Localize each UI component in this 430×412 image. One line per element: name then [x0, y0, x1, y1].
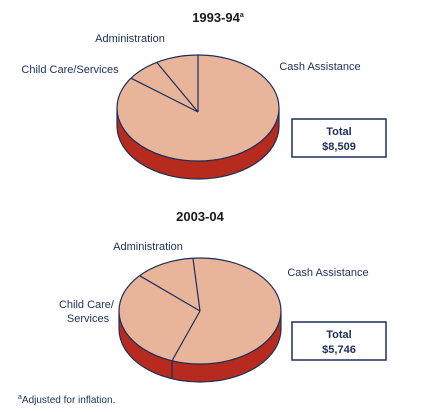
- slice-child-care-services: [130, 77, 199, 113]
- slice-cash-assistance: [192, 258, 201, 312]
- total-box-1993-94: Total $8,509: [291, 118, 387, 158]
- chart-title-1993-94: 1993-94a: [192, 10, 244, 25]
- slice-label-administration: Administration: [95, 33, 165, 45]
- pie-2003-04: [118, 257, 282, 383]
- slice-label-child-care-line-1: Child Care/: [59, 299, 115, 311]
- total-label: Total: [326, 329, 351, 341]
- total-value: $5,746: [322, 344, 356, 356]
- total-box-2003-04: Total $5,746: [291, 321, 387, 361]
- total-box-frame: [291, 321, 387, 361]
- total-label: Total: [326, 126, 351, 138]
- chart-1993-94: 1993-94a Administration Child Care/Servi…: [21, 10, 387, 180]
- chart-2003-04: 2003-04 Administration Child Care/ Servi…: [59, 209, 387, 383]
- chart-title-2003-04: 2003-04: [176, 209, 224, 224]
- slice-label-cash-assistance: Cash Assistance: [287, 267, 368, 279]
- slice-label-administration: Administration: [113, 241, 183, 253]
- slice-label-child-care: Child Care/Services: [21, 64, 119, 76]
- total-box-frame: [291, 118, 387, 158]
- slice-label-child-care-line-2: Services: [67, 313, 110, 325]
- pie-1993-94: [116, 54, 280, 180]
- total-value: $8,509: [322, 141, 356, 153]
- footnote: aAdjusted for inflation.: [18, 394, 115, 406]
- slice-label-cash-assistance: Cash Assistance: [279, 61, 360, 73]
- slice-administration: [139, 275, 201, 312]
- slice-child-care-services: [171, 310, 201, 362]
- slice-administration: [156, 61, 199, 113]
- slice-label-child-care: Child Care/ Services: [59, 299, 117, 325]
